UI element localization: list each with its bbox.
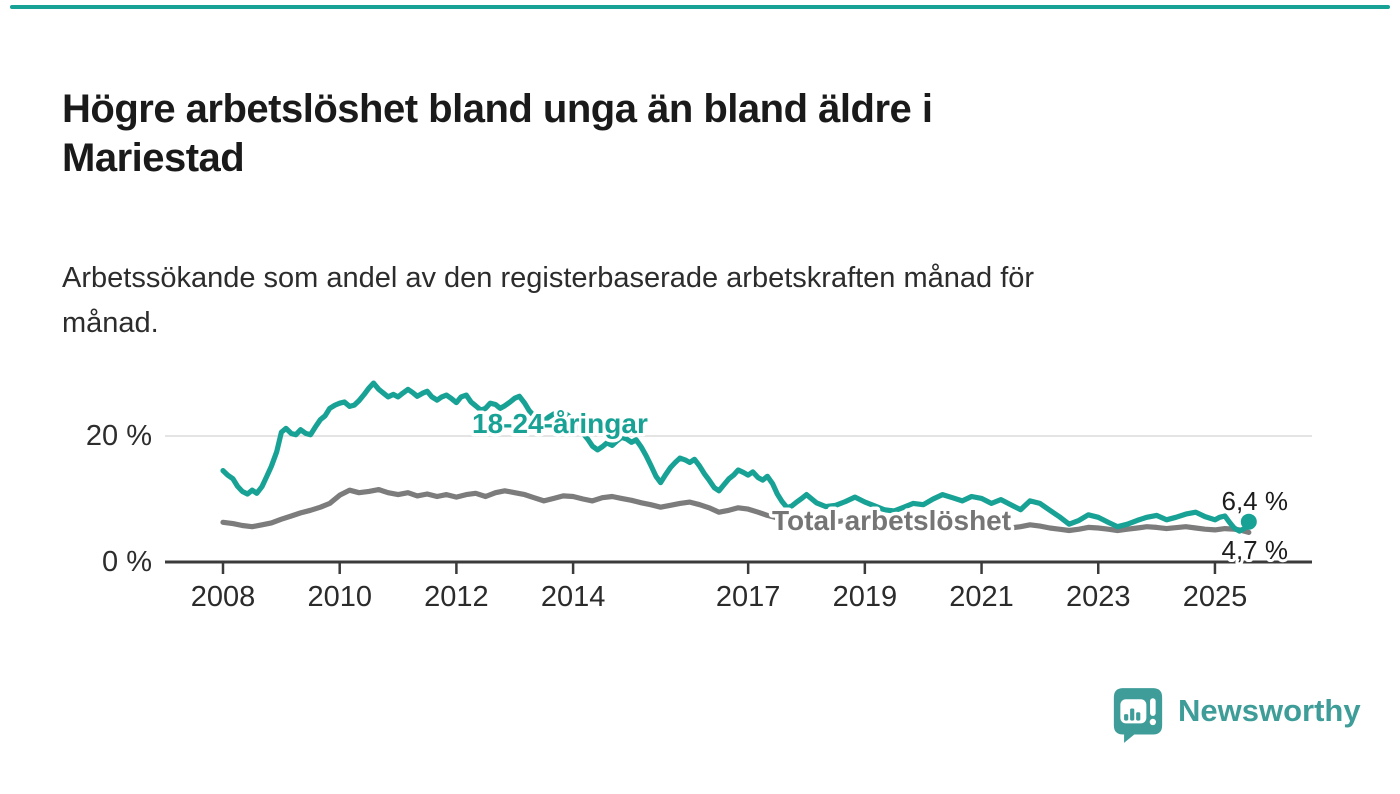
top-accent-rule (10, 5, 1390, 9)
logo-bar-3 (1136, 712, 1141, 721)
x-tick-label-2025: 2025 (1183, 581, 1248, 613)
logo-exclamation-dot (1149, 718, 1157, 726)
x-tick-label-2021: 2021 (949, 581, 1014, 613)
logo-bar-1 (1124, 714, 1129, 721)
logo-exclamation-bar (1150, 698, 1156, 716)
newsworthy-logo: Newsworthy (1112, 686, 1361, 744)
chart-subtitle: Arbetssökande som andel av den registerb… (62, 262, 1035, 339)
brand-name: Newsworthy (1178, 693, 1361, 728)
x-tick-label-2017: 2017 (716, 581, 781, 613)
series-line-0 (220, 487, 1252, 536)
series-end-dot (1240, 513, 1257, 530)
series-label-youth: 18-24-åringar (472, 408, 648, 439)
end-value-label-youth: 6,4 % (1222, 486, 1289, 516)
y-axis-tick-label-20: 20 % (85, 420, 152, 452)
series-label-total: Total arbetslöshet (772, 505, 1011, 536)
x-tick-label-2010: 2010 (307, 581, 372, 613)
page-title: Högre arbetslöshet bland unga än bland ä… (62, 86, 933, 180)
x-tick-label-2023: 2023 (1066, 581, 1131, 613)
x-tick-label-2012: 2012 (424, 581, 489, 613)
x-tick-label-2014: 2014 (541, 581, 606, 613)
series-line-1 (220, 380, 1252, 534)
x-tick-label-2019: 2019 (833, 581, 898, 613)
x-tick-label-2008: 2008 (191, 581, 256, 613)
newsworthy-logo-icon (1113, 688, 1163, 743)
logo-bar-2 (1130, 708, 1135, 721)
end-value-label-total: 4,7 % (1222, 535, 1289, 565)
y-axis-tick-label-0: 0 % (102, 546, 152, 578)
